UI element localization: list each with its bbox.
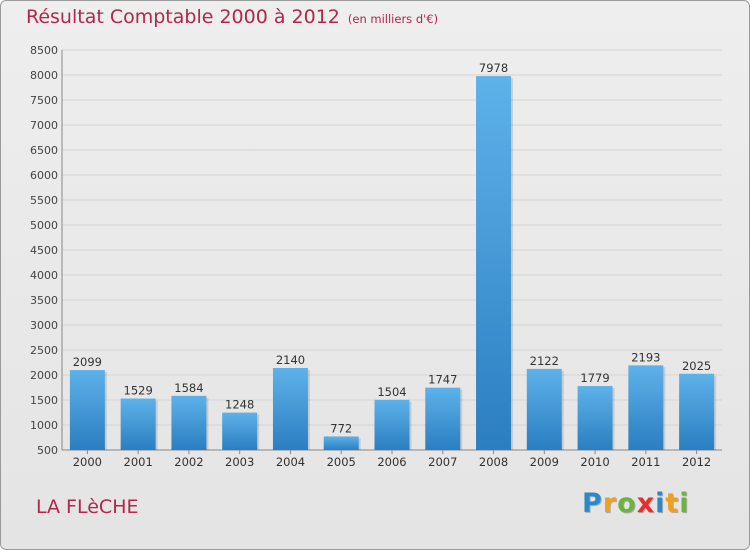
x-tick-label-2004: 2004: [276, 455, 305, 469]
bar-2009: [526, 368, 562, 450]
chart-title: Résultat Comptable 2000 à 2012 (en millie…: [26, 6, 438, 28]
x-tick-label-2002: 2002: [174, 455, 203, 469]
value-label-2003: 1248: [225, 398, 254, 412]
logo-letter: i: [679, 488, 690, 519]
y-tick-label: 7500: [30, 94, 58, 107]
y-tick-label: 7000: [30, 119, 58, 132]
value-label-2011: 2193: [631, 350, 660, 364]
y-tick-label: 5500: [30, 194, 58, 207]
value-label-2009: 2122: [530, 354, 559, 368]
y-tick-label: 8500: [30, 44, 58, 57]
y-tick-label: 3500: [30, 294, 58, 307]
bar-2001: [120, 398, 156, 450]
value-label-2000: 2099: [73, 355, 102, 369]
y-tick-label: 1000: [30, 419, 58, 432]
y-tick-label: 4500: [30, 244, 58, 257]
value-label-2012: 2025: [682, 359, 711, 373]
bar-2011: [628, 365, 664, 450]
x-tick-label-2005: 2005: [327, 455, 356, 469]
y-tick-label: 4000: [30, 269, 58, 282]
bar-2002: [171, 395, 207, 450]
bars: [69, 76, 717, 450]
y-tick-label: 8000: [30, 69, 58, 82]
value-label-2001: 1529: [124, 384, 153, 398]
y-tick-label: 1500: [30, 394, 58, 407]
bar-2000: [69, 370, 105, 450]
x-tick-label-2012: 2012: [682, 455, 711, 469]
x-tick-label-2011: 2011: [631, 455, 660, 469]
x-tick-label-2007: 2007: [428, 455, 457, 469]
logo-letter: x: [636, 488, 656, 519]
y-tick-label: 6000: [30, 169, 58, 182]
bar-2006: [374, 399, 410, 450]
bar-2010: [577, 386, 613, 450]
city-name: LA FLèCHE: [36, 496, 139, 518]
x-tick-label-2003: 2003: [225, 455, 254, 469]
logo-letter: o: [617, 488, 637, 519]
bar-2007: [425, 387, 461, 450]
y-tick-label: 3000: [30, 319, 58, 332]
value-label-2002: 1584: [174, 381, 203, 395]
chart-title-text: Résultat Comptable 2000 à 2012: [26, 6, 340, 28]
value-label-2004: 2140: [276, 353, 305, 367]
y-tick-label: 5000: [30, 219, 58, 232]
logo-letter: r: [602, 488, 618, 519]
y-tick-label: 500: [37, 444, 58, 457]
bar-2004: [272, 368, 308, 450]
logo-letter: P: [582, 488, 603, 519]
grid-lines: [62, 49, 722, 426]
bar-2008: [476, 76, 512, 450]
bar-2003: [222, 412, 258, 450]
logo-letter: t: [665, 488, 680, 519]
proxiti-logo: Proxiti: [582, 488, 690, 519]
x-tick-label-2008: 2008: [479, 455, 508, 469]
y-tick-label: 2000: [30, 369, 58, 382]
chart-subtitle: (en milliers d'€): [347, 12, 439, 26]
x-tick-label-2010: 2010: [580, 455, 609, 469]
value-label-2010: 1779: [580, 371, 609, 385]
x-tick-label-2006: 2006: [377, 455, 406, 469]
labels: 500 1000 1500 2000 2500 3000 3500 4000 4500 5000 5…: [30, 44, 711, 469]
value-label-2005: 772: [330, 421, 352, 435]
logo-letter: i: [655, 488, 666, 519]
value-label-2008: 7978: [479, 61, 508, 75]
x-tick-label-2009: 2009: [530, 455, 559, 469]
x-tick-label-2000: 2000: [73, 455, 102, 469]
bar-2012: [679, 373, 715, 450]
y-tick-label: 2500: [30, 344, 58, 357]
bar-2005: [323, 436, 359, 450]
value-label-2007: 1747: [428, 373, 457, 387]
y-tick-label: 6500: [30, 144, 58, 157]
x-tick-label-2001: 2001: [124, 455, 153, 469]
value-label-2006: 1504: [377, 385, 406, 399]
